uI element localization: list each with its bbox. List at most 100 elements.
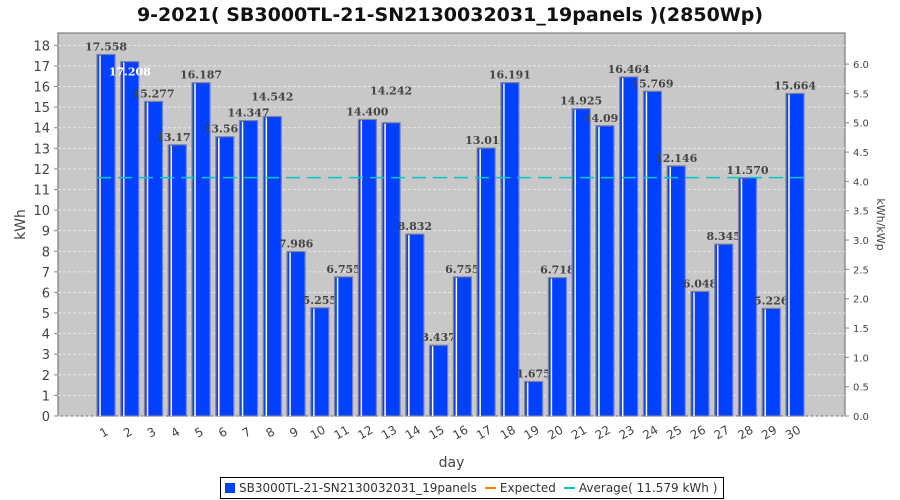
data-label: 15.664 [774, 79, 816, 92]
data-label: 15.277 [132, 87, 174, 100]
x-tick-label: 1 [97, 425, 111, 441]
data-label: 15.769 [631, 77, 673, 90]
y2-tick-label: 3.5 [853, 207, 869, 218]
x-tick-label: 7 [240, 425, 254, 441]
chart-title: 9-2021( SB3000TL-21-SN2130032031_19panel… [136, 4, 764, 26]
y-tick-label: 15 [33, 101, 50, 116]
y-tick-label: 10 [33, 204, 50, 219]
data-label: 13.011 [465, 134, 507, 147]
x-tick-label: 22 [593, 423, 613, 443]
data-label: 14.400 [346, 105, 388, 118]
data-label: 1.675 [516, 368, 550, 381]
bar [143, 100, 164, 417]
legend: SB3000TL-21-SN2130032031_19panels Expect… [220, 477, 725, 499]
y2-tick-label: 1.5 [853, 324, 869, 335]
data-label: 5.255 [303, 294, 337, 307]
bar [666, 165, 686, 417]
x-tick-label: 3 [145, 425, 159, 441]
y2-tick-label: 6.0 [853, 60, 869, 71]
data-label: 16.191 [489, 69, 531, 82]
bar [286, 250, 306, 417]
bar [500, 82, 520, 417]
data-label: 16.464 [608, 63, 650, 76]
bar [619, 76, 639, 417]
x-tick-label: 10 [308, 423, 328, 443]
legend-label-average: Average( 11.579 kWh ) [578, 481, 718, 495]
bar [429, 344, 449, 417]
x-tick-label: 4 [168, 425, 182, 441]
x-tick-label: 5 [192, 425, 206, 441]
x-tick-label: 11 [331, 423, 351, 443]
x-tick-label: 2 [121, 425, 135, 441]
data-label: 5.226 [754, 294, 789, 307]
y2-tick-label: 2.0 [853, 295, 869, 306]
y2-tick-label: 5.5 [853, 89, 869, 100]
data-label: 13.171 [156, 131, 198, 144]
data-label: 14.542 [251, 91, 293, 104]
y2-tick-label: 1.0 [853, 353, 869, 364]
bar [571, 108, 591, 417]
y-tick-label: 16 [33, 81, 50, 96]
y2-axis-title: kWh/kWp [874, 198, 887, 250]
y-tick-label: 9 [42, 225, 50, 240]
bar [737, 177, 758, 417]
bar [96, 53, 116, 417]
y-tick-label: 13 [33, 142, 50, 157]
y-tick-label: 3 [42, 348, 50, 363]
y-tick-label: 8 [42, 245, 50, 260]
y2-tick-label: 5.0 [853, 119, 869, 130]
y2-tick-label: 0.5 [853, 383, 869, 394]
data-label: 7.986 [279, 238, 314, 251]
x-tick-label: 8 [264, 425, 278, 441]
x-tick-label: 15 [427, 423, 447, 443]
bar [238, 119, 259, 417]
x-axis-title: day [439, 455, 465, 471]
plot-area [57, 32, 846, 417]
data-label: 12.146 [655, 152, 697, 165]
legend-swatch-expected [484, 487, 496, 489]
legend-label-production: SB3000TL-21-SN2130032031_19panels [239, 481, 477, 495]
y-tick-label: 1 [42, 389, 50, 404]
y-tick-label: 12 [33, 163, 50, 178]
bar [690, 290, 710, 417]
bar [476, 147, 496, 417]
y-tick-label: 14 [33, 122, 50, 137]
data-label: 17.558 [85, 40, 127, 53]
data-label: 6.755 [445, 263, 479, 276]
bar [333, 276, 354, 417]
data-label: 16.187 [180, 69, 222, 82]
bar [714, 243, 734, 417]
x-tick-label: 12 [355, 423, 375, 443]
bar [405, 233, 425, 417]
bar [120, 61, 140, 417]
x-tick-label: 14 [403, 423, 423, 443]
data-label: 6.718 [540, 264, 575, 277]
chart-title-container: 9-2021( SB3000TL-21-SN2130032031_19panel… [0, 4, 900, 26]
bar [524, 380, 544, 417]
x-tick-label: 23 [617, 423, 637, 443]
bar [595, 125, 615, 417]
x-tick-label: 19 [522, 423, 542, 443]
data-label: 17.208 [109, 66, 151, 79]
legend-label-expected: Expected [499, 481, 556, 495]
y-tick-label: 7 [42, 266, 50, 281]
data-label: 14.242 [370, 85, 412, 98]
bar [642, 90, 663, 417]
x-tick-label: 30 [783, 423, 803, 443]
bar [191, 82, 211, 417]
bar [310, 307, 330, 417]
x-tick-label: 16 [450, 423, 470, 443]
y2-tick-label: 2.5 [853, 265, 869, 276]
y2-tick-label: 0.0 [853, 412, 869, 423]
x-tick-label: 28 [735, 423, 755, 443]
y-tick-label: 17 [33, 60, 50, 75]
data-label: 13.562 [204, 123, 246, 136]
data-label: 6.048 [683, 277, 718, 290]
x-tick-label: 18 [498, 423, 518, 443]
data-label: 14.095 [584, 112, 626, 125]
y-tick-label: 5 [42, 307, 50, 322]
y2-tick-label: 4.0 [853, 177, 869, 188]
x-tick-label: 24 [640, 423, 660, 443]
bar [452, 276, 472, 417]
